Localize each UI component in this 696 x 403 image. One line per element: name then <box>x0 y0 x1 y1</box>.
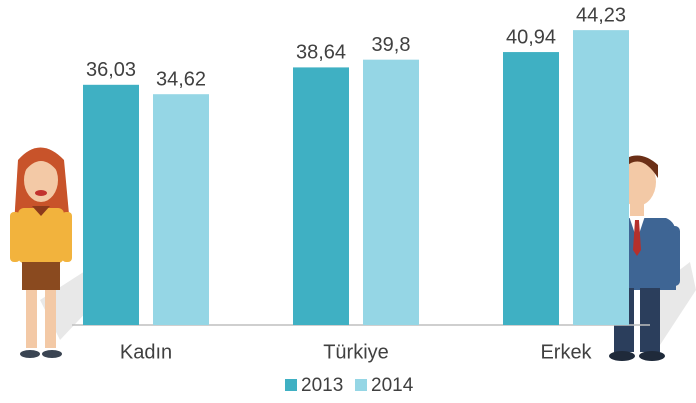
x-tick-label: Kadın <box>120 341 172 363</box>
legend-label: 2014 <box>371 375 414 396</box>
x-tick-label: Erkek <box>540 341 592 363</box>
bar <box>363 60 419 325</box>
legend-label: 2013 <box>301 375 343 396</box>
bar <box>153 94 209 325</box>
x-tick-label: Türkiye <box>323 341 389 363</box>
value-label: 38,64 <box>296 42 346 64</box>
bar <box>83 85 139 325</box>
value-label: 44,23 <box>576 4 626 26</box>
value-label: 34,62 <box>156 68 206 90</box>
value-label: 40,94 <box>506 26 556 48</box>
legend-swatch <box>355 379 367 391</box>
legend-swatch <box>285 379 297 391</box>
value-label: 36,03 <box>86 59 136 81</box>
value-label: 39,8 <box>372 34 411 56</box>
chart: Kadın 36,03 34,62 Türkiye 38,64 39,8 Erkek 40,9… <box>0 0 696 403</box>
bar <box>573 30 629 325</box>
bar <box>503 52 559 325</box>
bar <box>293 67 349 325</box>
